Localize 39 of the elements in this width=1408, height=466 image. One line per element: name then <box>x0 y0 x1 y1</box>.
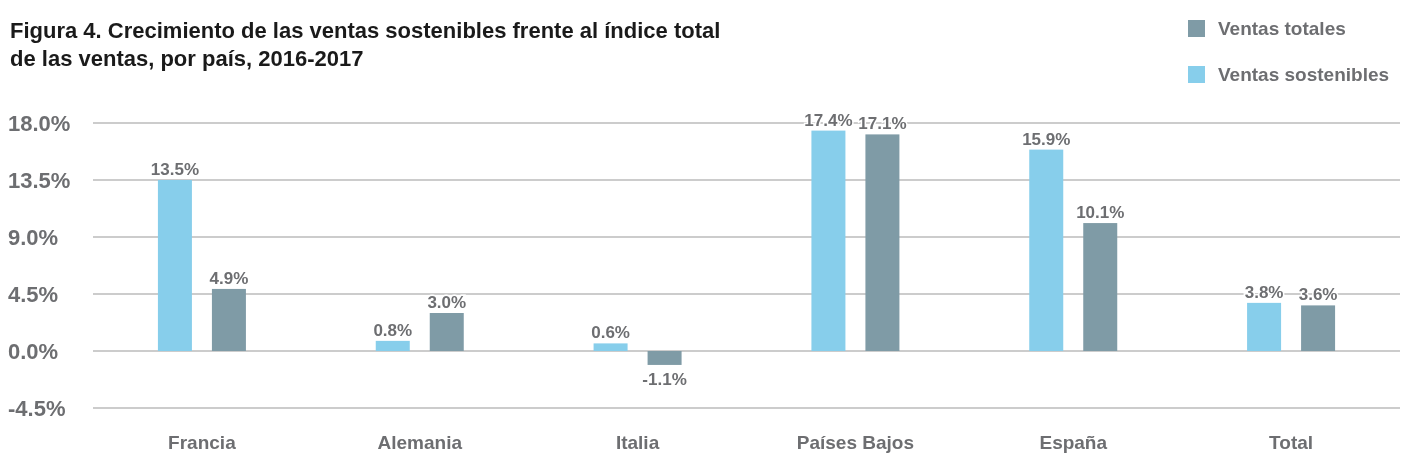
data-label: 0.6% <box>591 323 630 343</box>
x-tick-label: España <box>1039 432 1108 453</box>
data-label: 0.8% <box>373 320 413 340</box>
x-tick-label: Italia <box>615 432 660 453</box>
bar <box>1029 149 1064 351</box>
legend-label: Ventas totales <box>1218 18 1346 39</box>
bar <box>211 288 246 351</box>
x-tick-label: Países Bajos <box>796 432 915 453</box>
data-label: 17.1% <box>858 114 907 134</box>
legend-label: Ventas sostenibles <box>1218 64 1390 85</box>
bar <box>1083 223 1118 351</box>
bar <box>647 351 682 365</box>
data-label: -1.1% <box>642 369 687 389</box>
bar <box>1301 305 1336 351</box>
data-label: 3.8% <box>1244 282 1284 302</box>
bar <box>429 313 464 351</box>
bar <box>1247 302 1282 351</box>
data-label: 3.0% <box>427 293 467 312</box>
y-tick-label: 9.0% <box>8 225 59 250</box>
data-label: 15.9% <box>1022 129 1071 149</box>
x-tick-label: Total <box>1269 432 1314 453</box>
chart-title: Figura 4. Crecimiento de las ventas sostenibles frente al índice total de las ventas, por país, 2016-2017 <box>10 18 721 71</box>
data-label: 10.1% <box>1076 203 1125 223</box>
data-label: 17.4% <box>804 110 853 130</box>
y-tick-label: -4.5% <box>8 396 66 421</box>
bar <box>157 180 192 351</box>
bar <box>375 340 410 351</box>
y-tick-label: 18.0% <box>8 111 71 136</box>
bar <box>593 343 628 351</box>
data-label: 3.6% <box>1298 285 1338 305</box>
data-label: 4.9% <box>209 268 249 288</box>
x-tick-label: Francia <box>168 432 237 453</box>
y-tick-label: 13.5% <box>8 168 71 193</box>
y-tick-label: 4.5% <box>8 282 59 307</box>
y-tick-label: 0.0% <box>8 339 59 364</box>
bar <box>811 130 846 351</box>
x-tick-label: Alemania <box>377 432 463 453</box>
data-label: 13.5% <box>150 160 200 179</box>
bar <box>865 134 900 351</box>
